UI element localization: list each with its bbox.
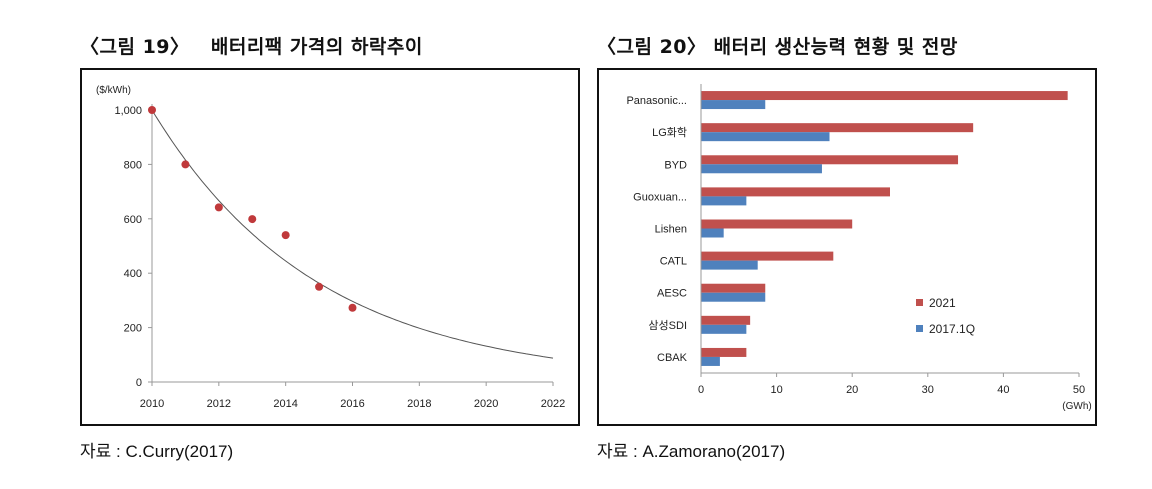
category-label: AESC bbox=[657, 288, 687, 300]
y-tick-label: 400 bbox=[124, 268, 142, 280]
legend-label-2021: 2021 bbox=[929, 296, 956, 310]
bar-2021 bbox=[701, 347, 747, 357]
y-tick-label: 200 bbox=[124, 323, 142, 335]
bar-2021 bbox=[701, 187, 890, 197]
bar-2017-1q bbox=[701, 356, 720, 366]
bar-2021 bbox=[701, 155, 959, 165]
x-tick-label: 2016 bbox=[340, 398, 364, 410]
data-point bbox=[348, 303, 357, 312]
bar-2017-1q bbox=[701, 324, 747, 334]
x-tick-label: 20 bbox=[846, 384, 858, 396]
data-point bbox=[181, 160, 190, 169]
x-tick-label: 30 bbox=[922, 384, 934, 396]
legend-swatch-2017-1q bbox=[916, 325, 923, 332]
x-tick-label: 40 bbox=[997, 384, 1009, 396]
category-label: Guoxuan... bbox=[633, 191, 687, 203]
bar-2017-1q bbox=[701, 228, 724, 238]
data-point bbox=[248, 215, 257, 224]
bar-2017-1q bbox=[701, 260, 758, 270]
x-tick-label: 2022 bbox=[541, 398, 565, 410]
category-label: CATL bbox=[660, 256, 687, 268]
price-decline-scatter-chart: ($/kWh) 0 200 400 600 800 1,000 2010 2012 2014 201… bbox=[96, 85, 565, 410]
bar-2021 bbox=[701, 315, 751, 325]
figure-19-title: 〈그림 19〉 배터리팩 가격의 하락추이 bbox=[80, 36, 423, 58]
bar-2017-1q bbox=[701, 164, 822, 174]
category-label: CBAK bbox=[657, 352, 688, 364]
x-tick-label: 2018 bbox=[407, 398, 431, 410]
x-tick-label: 2014 bbox=[273, 398, 297, 410]
capacity-bar-chart: Panasonic... LG화학 BYD Guoxuan... Lishen CATL A… bbox=[626, 84, 1092, 412]
bar-2021 bbox=[701, 123, 974, 133]
legend-swatch-2021 bbox=[916, 299, 923, 306]
bar-2021 bbox=[701, 219, 853, 229]
category-label: Panasonic... bbox=[626, 95, 687, 107]
y-axis-unit-label: ($/kWh) bbox=[96, 85, 131, 96]
x-tick-label: 10 bbox=[770, 384, 782, 396]
x-tick-label: 50 bbox=[1073, 384, 1085, 396]
category-label: LG화학 bbox=[652, 126, 687, 139]
trend-line bbox=[151, 109, 554, 359]
x-axis-unit-label: (GWh) bbox=[1062, 401, 1091, 412]
category-label: BYD bbox=[664, 159, 687, 171]
data-point bbox=[281, 231, 290, 240]
y-tick-label: 600 bbox=[124, 214, 142, 226]
figure-19-chart-panel: ($/kWh) 0 200 400 600 800 1,000 2010 2012 2014 201… bbox=[80, 68, 580, 426]
bar-2017-1q bbox=[701, 100, 766, 110]
category-label: Lishen bbox=[655, 224, 687, 236]
y-tick-label: 1,000 bbox=[114, 105, 142, 117]
bar-2017-1q bbox=[701, 292, 766, 302]
figure-19-source: 자료 : C.Curry(2017) bbox=[80, 442, 234, 461]
x-tick-label: 0 bbox=[698, 384, 704, 396]
y-tick-label: 800 bbox=[124, 159, 142, 171]
figure-20-title: 〈그림 20〉 배터리 생산능력 현황 및 전망 bbox=[597, 36, 958, 58]
data-point bbox=[214, 203, 223, 212]
category-label: 삼성SDI bbox=[648, 319, 687, 332]
x-tick-label: 2012 bbox=[207, 398, 231, 410]
x-tick-label: 2010 bbox=[140, 398, 164, 410]
x-tick-label: 2020 bbox=[474, 398, 498, 410]
figure-20-chart-panel: Panasonic... LG화학 BYD Guoxuan... Lishen CATL A… bbox=[597, 68, 1097, 426]
data-point bbox=[315, 282, 324, 291]
y-tick-label: 0 bbox=[136, 377, 142, 389]
bar-2017-1q bbox=[701, 196, 747, 206]
bar-2017-1q bbox=[701, 132, 830, 142]
bar-2021 bbox=[701, 251, 834, 261]
bar-2021 bbox=[701, 91, 1068, 101]
bar-2021 bbox=[701, 283, 766, 293]
data-point bbox=[148, 106, 156, 114]
legend-label-2017-1q: 2017.1Q bbox=[929, 322, 975, 336]
figure-20-source: 자료 : A.Zamorano(2017) bbox=[597, 442, 786, 461]
